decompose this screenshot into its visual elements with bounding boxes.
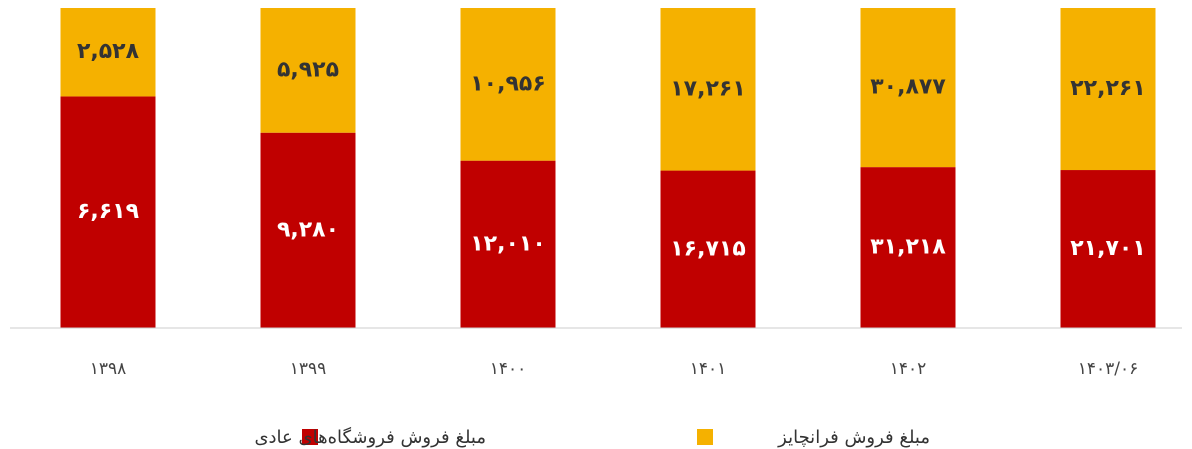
bar-segment bbox=[460, 8, 556, 161]
bar-segment bbox=[60, 96, 156, 328]
bar-segment bbox=[660, 8, 756, 171]
bar-segment bbox=[260, 8, 356, 133]
bar-segment bbox=[60, 8, 156, 97]
bar-segment bbox=[660, 170, 756, 328]
value-label: ۳۱,۲۱۸ bbox=[870, 235, 946, 260]
x-tick-label: ۱۳۹۹ bbox=[290, 359, 327, 379]
bar-segment bbox=[1060, 170, 1156, 328]
bar-segment bbox=[260, 132, 356, 328]
x-tick-label: ۱۴۰۰ bbox=[490, 359, 527, 379]
x-tick-label: ۱۴۰۲ bbox=[890, 359, 927, 379]
bar-segment bbox=[860, 8, 956, 168]
bar-segment bbox=[860, 167, 956, 328]
value-label: ۱۷,۲۶۱ bbox=[670, 76, 746, 101]
value-label: ۲۲,۲۶۱ bbox=[1070, 76, 1146, 101]
legend-swatch bbox=[697, 429, 713, 445]
value-label: ۳۰,۸۷۷ bbox=[870, 75, 946, 100]
value-label: ۱۶,۷۱۵ bbox=[670, 236, 746, 261]
legend-swatch bbox=[302, 429, 318, 445]
value-label: ۲,۵۲۸ bbox=[77, 39, 140, 64]
bar-segment bbox=[460, 160, 556, 328]
value-label: ۹,۲۸۰ bbox=[277, 217, 339, 242]
legend-label: مبلغ فروش فرانچایز bbox=[777, 427, 930, 448]
legend-label: مبلغ فروش فروشگاه‌های عادی bbox=[254, 426, 486, 448]
value-label: ۱۰,۹۵۶ bbox=[470, 71, 546, 96]
value-label: ۶,۶۱۹ bbox=[77, 199, 139, 224]
x-tick-label: ۱۴۰۱ bbox=[690, 359, 727, 379]
value-label: ۵,۹۲۵ bbox=[277, 57, 339, 82]
value-label: ۲۱,۷۰۱ bbox=[1070, 236, 1146, 261]
bar-segment bbox=[1060, 8, 1156, 171]
x-tick-label: ۱۴۰۳/۰۶ bbox=[1078, 359, 1139, 379]
value-label: ۱۲,۰۱۰ bbox=[470, 231, 546, 256]
x-tick-label: ۱۳۹۸ bbox=[90, 359, 127, 379]
